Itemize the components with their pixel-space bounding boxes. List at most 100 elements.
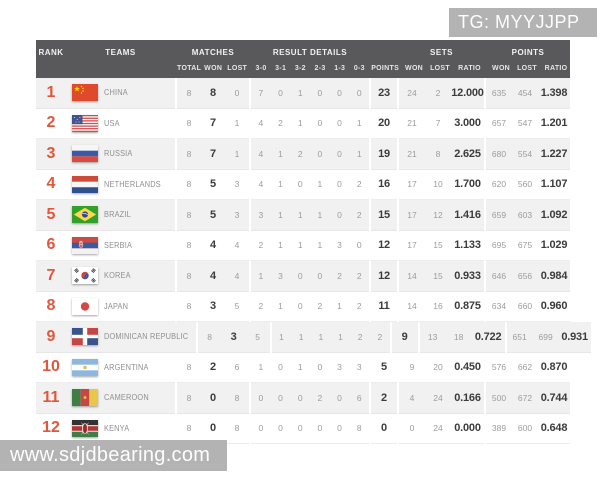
points-ratio: 0.931	[561, 330, 588, 343]
sets-won: 14	[407, 301, 417, 312]
sets-won: 4	[409, 392, 415, 403]
points-won: 657	[491, 118, 507, 129]
result-detail-cell: 4	[258, 179, 264, 190]
matches-won: 2	[210, 361, 216, 374]
watermark-bottom-left: www.sdjdbearing.com	[0, 440, 227, 471]
team-name: NETHERLANDS	[104, 179, 161, 189]
result-detail-cell: 1	[258, 362, 264, 373]
points-lost: 660	[517, 301, 533, 312]
sets-ratio: 0.450	[454, 361, 481, 374]
header-group-row: RANK TEAMS MATCHES RESULT DETAILS SETS P…	[36, 44, 570, 61]
matches-total: 8	[186, 362, 192, 373]
table-row: 6 SERBIA 8 4 4 2 1 1 1 3 0 12 17 15 1.133 695 675 1.029	[36, 230, 570, 261]
matches-lost: 5	[255, 331, 260, 342]
team-flag-box	[66, 145, 104, 163]
result-detail-cell: 0	[317, 423, 323, 434]
result-detail-cell: 3	[258, 209, 264, 220]
team-flag-box	[66, 206, 104, 224]
rank-value: 3	[46, 144, 56, 162]
points-ratio: 0.960	[540, 300, 568, 313]
result-detail-cell: 0	[356, 87, 362, 98]
china-flag-icon	[72, 84, 98, 102]
sets-ratio: 0.722	[474, 330, 502, 343]
result-detail-cell: 1	[278, 209, 283, 220]
dominican-republic-flag-icon	[72, 328, 98, 346]
sets-ratio: 1.133	[454, 239, 481, 252]
points-value: 20	[378, 117, 390, 130]
rank-value: 11	[42, 388, 60, 406]
brazil-flag-icon	[72, 206, 98, 224]
points-value: 23	[378, 86, 390, 99]
points-value: 9	[401, 330, 408, 343]
teams-column-header: TEAMS	[105, 48, 136, 57]
matches-won: 7	[210, 147, 216, 160]
result-detail-cell: 0	[297, 270, 303, 281]
table-row: 1 CHINA 8 8 0 7 0 1 0 0 0 23 24 2 12.000 635 454 1.398	[36, 78, 570, 109]
lost-column-header: LOST	[227, 65, 248, 72]
sets-lost: 8	[435, 148, 441, 159]
table-row: 4 NETHERLANDS 8 5 3 4 1 0 1 0 2 16 17 10 1.700 620 560 1.…	[36, 169, 570, 200]
points-won: 620	[491, 179, 507, 190]
team-flag-box	[66, 419, 104, 437]
points-value: 12	[378, 269, 390, 282]
points-won: 634	[491, 301, 507, 312]
total-column-header: TOTAL	[177, 65, 202, 72]
points-lost: 560	[517, 179, 533, 190]
matches-lost: 1	[234, 118, 240, 129]
watermark-top-right: TG: MYYJJPP	[449, 8, 597, 37]
sets-ratio: 1.416	[454, 208, 481, 221]
team-name: BRAZIL	[104, 210, 131, 220]
team-flag-box	[66, 114, 104, 132]
sets-ratio: 0.933	[454, 269, 481, 282]
team-name: KENYA	[104, 423, 130, 433]
sets-lost: 24	[433, 423, 443, 434]
result-detail-cell: 2	[258, 301, 264, 312]
team-flag-box	[66, 389, 104, 407]
matches-total: 8	[186, 209, 192, 220]
points-won: 680	[491, 148, 507, 159]
table-row: 5 BRAZIL 8 5 3 3 1 1 1 0 2 15 17 12 1.416 659 603 1.092	[36, 200, 570, 231]
sets-won-header: WON	[405, 65, 424, 72]
netherlands-flag-icon	[72, 175, 98, 193]
result-detail-cell: 0	[278, 423, 283, 434]
points-column-header: POINTS	[371, 65, 400, 72]
matches-lost: 4	[234, 270, 240, 281]
team-flag-box	[66, 267, 104, 285]
result-detail-cell: 0	[317, 362, 323, 373]
rank-value: 2	[46, 114, 56, 132]
usa-flag-icon	[72, 114, 98, 132]
matches-lost: 8	[234, 392, 240, 403]
matches-lost: 5	[234, 301, 240, 312]
result-detail-cell: 1	[278, 240, 283, 251]
result-detail-cell: 1	[278, 179, 283, 190]
points-value: 15	[378, 208, 390, 221]
sets-lost: 24	[433, 392, 443, 403]
matches-total: 8	[186, 270, 192, 281]
sets-lost: 16	[433, 301, 443, 312]
result-0-3-header: 0-3	[353, 65, 365, 72]
result-detail-cell: 2	[278, 118, 283, 129]
result-detail-cell: 1	[278, 301, 283, 312]
result-detail-cell: 0	[317, 148, 323, 159]
result-detail-cell: 0	[337, 148, 342, 159]
result-detail-cell: 2	[356, 270, 362, 281]
sets-lost: 12	[433, 209, 443, 220]
russia-flag-icon	[72, 145, 98, 163]
standings-table: RANK TEAMS MATCHES RESULT DETAILS SETS P…	[36, 40, 591, 444]
points-lost: 699	[538, 331, 553, 342]
sets-group-header: SETS	[430, 48, 453, 57]
result-detail-cell: 1	[297, 87, 303, 98]
points-ratio: 1.398	[540, 86, 568, 99]
result-detail-cell: 6	[356, 392, 362, 403]
points-lost: 554	[517, 148, 533, 159]
sets-lost: 10	[433, 179, 443, 190]
team-name: USA	[104, 118, 120, 128]
rank-value: 4	[46, 175, 56, 193]
matches-lost: 3	[234, 179, 240, 190]
result-detail-cell: 3	[278, 270, 283, 281]
points-lost: 454	[517, 87, 533, 98]
sets-lost-header: LOST	[430, 65, 450, 72]
result-detail-cell: 0	[297, 423, 303, 434]
team-name: CHINA	[104, 88, 128, 98]
matches-lost: 6	[234, 362, 240, 373]
